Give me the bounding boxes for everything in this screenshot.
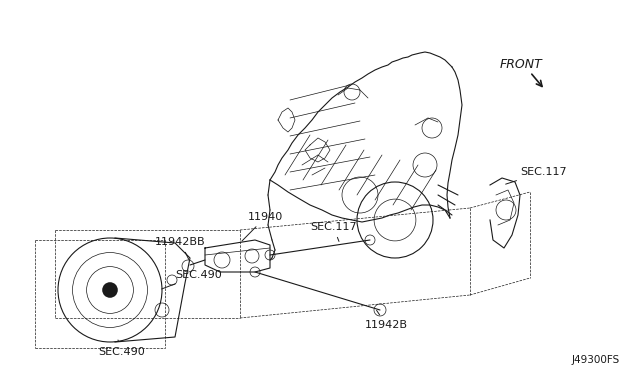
Circle shape (102, 282, 118, 298)
Text: 11942B: 11942B (365, 310, 408, 330)
Text: SEC.117: SEC.117 (506, 167, 566, 184)
Text: SEC.117: SEC.117 (310, 222, 356, 241)
Text: 11942BB: 11942BB (155, 237, 205, 260)
Text: SEC.490: SEC.490 (98, 340, 145, 357)
Text: FRONT: FRONT (500, 58, 543, 71)
Text: SEC.490: SEC.490 (161, 270, 221, 289)
Text: 11940: 11940 (242, 212, 284, 241)
Text: J49300FS: J49300FS (572, 355, 620, 365)
